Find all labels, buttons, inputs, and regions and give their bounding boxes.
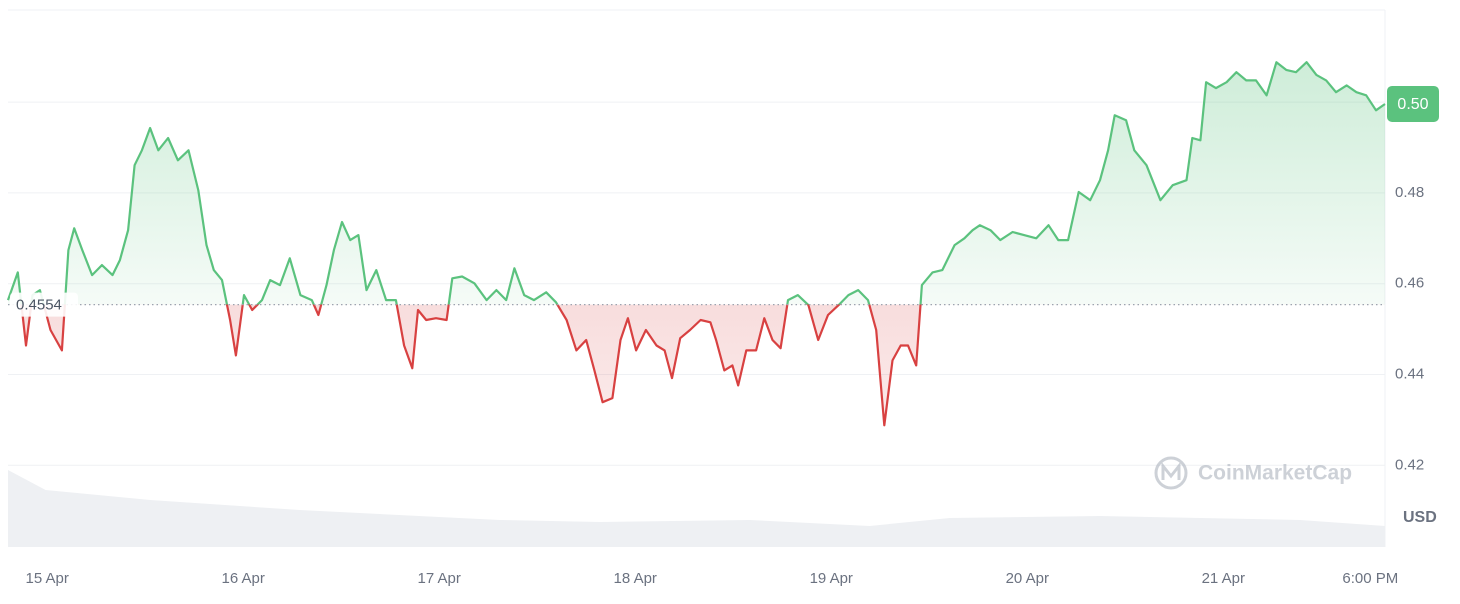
y-tick-label: 0.44 xyxy=(1395,365,1424,382)
watermark-logo-m xyxy=(1161,461,1181,480)
x-tick-label: 6:00 PM xyxy=(1342,570,1398,587)
y-tick-label: 0.46 xyxy=(1395,275,1424,292)
x-tick-label: 17 Apr xyxy=(418,570,461,587)
watermark: CoinMarketCap xyxy=(1154,456,1352,490)
current-price-label: 0.50 xyxy=(1397,96,1428,113)
price-line xyxy=(6,61,1386,427)
x-tick-label: 15 Apr xyxy=(26,570,69,587)
baseline-label-box xyxy=(10,292,78,317)
x-tick-label: 20 Apr xyxy=(1006,570,1049,587)
x-tick-label: 19 Apr xyxy=(810,570,853,587)
price-area xyxy=(8,62,1385,426)
watermark-text: CoinMarketCap xyxy=(1198,462,1352,485)
volume-area xyxy=(8,470,1385,547)
currency-label: USD xyxy=(1403,509,1437,526)
x-tick-label: 21 Apr xyxy=(1202,570,1245,587)
x-tick-label: 18 Apr xyxy=(614,570,657,587)
baseline-label: 0.4554 xyxy=(16,297,62,314)
watermark-logo xyxy=(1154,456,1188,490)
y-tick-label: 0.42 xyxy=(1395,456,1424,473)
y-tick-label: 0.48 xyxy=(1395,184,1424,201)
x-tick-label: 16 Apr xyxy=(222,570,265,587)
current-price-tag xyxy=(1387,85,1439,122)
